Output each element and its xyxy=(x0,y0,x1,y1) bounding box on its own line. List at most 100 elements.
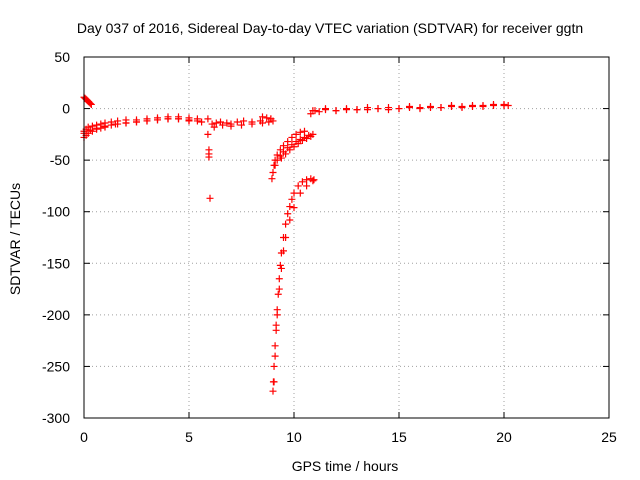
y-tick-label: -250 xyxy=(42,358,70,374)
data-point xyxy=(479,101,487,109)
y-tick-label: 0 xyxy=(62,101,70,117)
data-point xyxy=(205,153,213,161)
axis-ticks: 0 5 10 15 20 25 -300 -250 -200 -150 -100 -50 0 50 xyxy=(42,49,617,445)
data-point xyxy=(227,122,235,130)
data-point xyxy=(311,107,319,115)
data-point xyxy=(286,146,294,154)
data-point xyxy=(263,114,271,122)
data-points xyxy=(80,93,512,395)
data-point xyxy=(204,115,212,123)
x-tick-label: 0 xyxy=(80,429,88,445)
data-point xyxy=(395,105,403,113)
data-point xyxy=(374,105,382,113)
data-point xyxy=(427,103,434,111)
data-point xyxy=(185,117,193,125)
data-point xyxy=(271,352,279,360)
data-point xyxy=(210,123,218,131)
data-point xyxy=(310,176,318,184)
data-point xyxy=(298,178,306,186)
data-point xyxy=(212,119,220,127)
data-point xyxy=(269,169,277,177)
data-point xyxy=(290,143,298,151)
data-point xyxy=(448,101,455,109)
data-point xyxy=(277,264,285,272)
data-point xyxy=(273,156,281,164)
data-point xyxy=(292,130,300,138)
x-tick-label: 25 xyxy=(601,429,617,445)
data-point xyxy=(309,130,317,138)
data-point xyxy=(277,154,285,162)
y-tick-label: -100 xyxy=(42,204,70,220)
data-point xyxy=(290,204,298,212)
data-point xyxy=(490,100,497,108)
data-point xyxy=(107,118,115,126)
data-point xyxy=(198,118,206,126)
grid-lines xyxy=(84,57,609,418)
x-tick-label: 20 xyxy=(496,429,512,445)
data-point xyxy=(406,103,413,111)
y-tick-label: -150 xyxy=(42,255,70,271)
chart-title: Day 037 of 2016, Sidereal Day-to-day VTE… xyxy=(77,20,583,36)
data-point xyxy=(86,126,94,134)
data-point xyxy=(275,285,283,293)
data-point xyxy=(238,121,245,129)
data-point xyxy=(301,127,308,135)
data-point xyxy=(294,140,302,148)
data-point xyxy=(272,326,280,334)
data-point xyxy=(233,118,241,126)
y-tick-label: -50 xyxy=(50,152,70,168)
data-point xyxy=(259,119,266,127)
data-point xyxy=(101,122,109,130)
data-point xyxy=(364,104,371,112)
data-point xyxy=(286,203,294,211)
data-point xyxy=(93,124,101,132)
data-point xyxy=(164,115,172,123)
data-point xyxy=(309,177,317,185)
data-point xyxy=(271,342,279,350)
x-tick-label: 15 xyxy=(391,429,407,445)
data-point xyxy=(458,103,466,111)
data-point xyxy=(175,115,182,123)
data-point xyxy=(223,119,231,127)
data-point xyxy=(416,104,424,112)
x-axis-label: GPS time / hours xyxy=(292,458,399,474)
x-tick-label: 5 xyxy=(185,429,193,445)
data-point xyxy=(284,138,292,146)
data-point xyxy=(500,100,508,108)
y-tick-label: -200 xyxy=(42,307,70,323)
plot-frame xyxy=(83,56,610,419)
data-point xyxy=(274,290,282,298)
data-point xyxy=(269,387,277,395)
data-point xyxy=(270,362,278,370)
y-tick-label: -300 xyxy=(42,410,70,426)
data-point xyxy=(296,128,304,136)
data-point xyxy=(294,182,302,190)
data-point xyxy=(206,194,214,202)
data-point xyxy=(275,275,283,283)
data-point xyxy=(303,134,311,142)
data-point xyxy=(122,119,130,127)
data-point xyxy=(288,133,296,141)
data-point xyxy=(282,234,290,241)
data-point xyxy=(112,120,119,128)
data-point xyxy=(133,118,140,126)
data-point xyxy=(296,189,304,197)
data-point xyxy=(286,216,294,224)
data-point xyxy=(385,104,392,112)
data-point xyxy=(437,104,445,112)
data-point xyxy=(88,122,96,130)
data-point xyxy=(154,116,161,124)
data-point xyxy=(280,142,287,150)
data-point xyxy=(284,210,292,218)
data-point xyxy=(248,120,256,128)
x-tick-label: 10 xyxy=(286,429,302,445)
data-point xyxy=(315,108,323,116)
data-point xyxy=(270,378,278,386)
data-point xyxy=(259,113,266,121)
y-tick-label: 50 xyxy=(54,49,70,65)
data-point xyxy=(97,120,105,128)
data-point xyxy=(303,176,311,184)
data-point xyxy=(353,106,361,114)
